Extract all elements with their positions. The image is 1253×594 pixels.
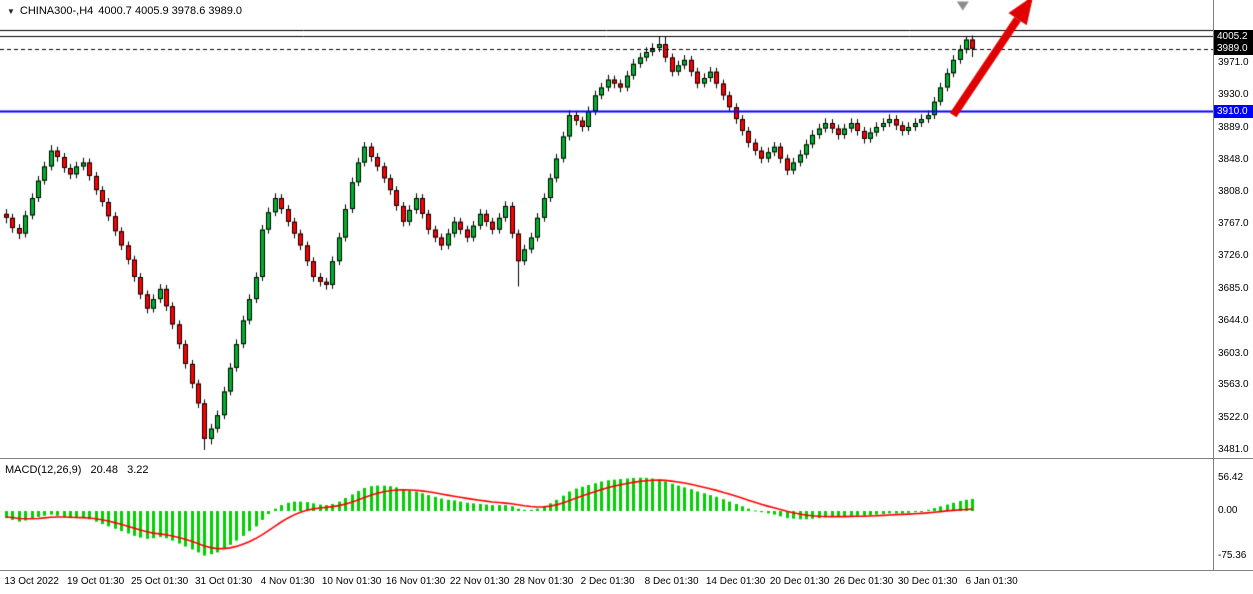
price-axis-tick: 3481.0 [1218,443,1249,455]
time-axis-label: 10 Nov 01:30 [321,576,382,587]
macd-main-value: 20.48 [90,464,119,476]
price-axis-tick: 3930.0 [1218,89,1249,101]
chart-menu-icon[interactable]: ▼ [7,6,15,16]
time-axis-label: 26 Dec 01:30 [833,576,894,587]
price-axis-separator [1213,0,1214,570]
time-axis-label: 6 Jan 01:30 [965,576,1018,587]
price-axis-tick: 3848.0 [1218,154,1249,166]
price-axis-tick: 3808.0 [1218,185,1249,197]
macd-axis-tick: -75.36 [1218,549,1247,561]
time-axis-label: 4 Nov 01:30 [260,576,315,587]
price-badge: 4005.2 [1214,29,1253,43]
price-axis-tick: 3889.0 [1218,121,1249,133]
time-axis-label: 25 Oct 01:30 [130,576,189,587]
time-axis-label: 16 Nov 01:30 [385,576,446,587]
time-axis-separator [0,570,1253,571]
ohlc-values: 4000.7 4005.9 3978.6 3989.0 [98,5,243,17]
macd-signal-value: 3.22 [127,464,149,476]
time-axis-label: 30 Dec 01:30 [897,576,958,587]
price-axis-tick: 3767.0 [1218,218,1249,230]
macd-indicator-canvas[interactable] [0,462,1213,570]
chart-header: ▼ CHINA300-,H4 4000.7 4005.9 3978.6 3989… [7,5,242,17]
time-axis-label: 14 Dec 01:30 [705,576,766,587]
price-axis-tick: 3563.0 [1218,379,1249,391]
time-axis-label: 8 Dec 01:30 [644,576,699,587]
macd-axis-tick: 56.42 [1218,471,1244,483]
time-axis-label: 20 Dec 01:30 [769,576,830,587]
panel-splitter[interactable] [0,458,1253,459]
macd-header: MACD(12,26,9) 20.48 3.22 [5,464,155,476]
price-badge: 3989.0 [1214,42,1253,56]
price-chart-canvas[interactable] [0,0,1213,460]
price-badge: 3910.0 [1214,104,1253,118]
time-axis-label: 28 Nov 01:30 [513,576,574,587]
time-axis-label: 13 Oct 2022 [4,576,59,587]
time-axis-label: 31 Oct 01:30 [194,576,253,587]
price-axis-tick: 3685.0 [1218,282,1249,294]
price-axis-tick: 3522.0 [1218,411,1249,423]
price-axis-tick: 3971.0 [1218,57,1249,68]
symbol-timeframe-label: CHINA300-,H4 [19,5,94,17]
price-axis-tick: 3644.0 [1218,315,1249,327]
time-axis-label: 2 Dec 01:30 [580,576,635,587]
price-axis-tick: 3726.0 [1218,250,1249,262]
price-axis-tick: 3603.0 [1218,347,1249,359]
time-axis-label: 22 Nov 01:30 [449,576,510,587]
macd-name-label: MACD(12,26,9) [5,464,82,476]
macd-axis-tick: 0.00 [1218,505,1238,517]
time-axis-label: 19 Oct 01:30 [66,576,125,587]
